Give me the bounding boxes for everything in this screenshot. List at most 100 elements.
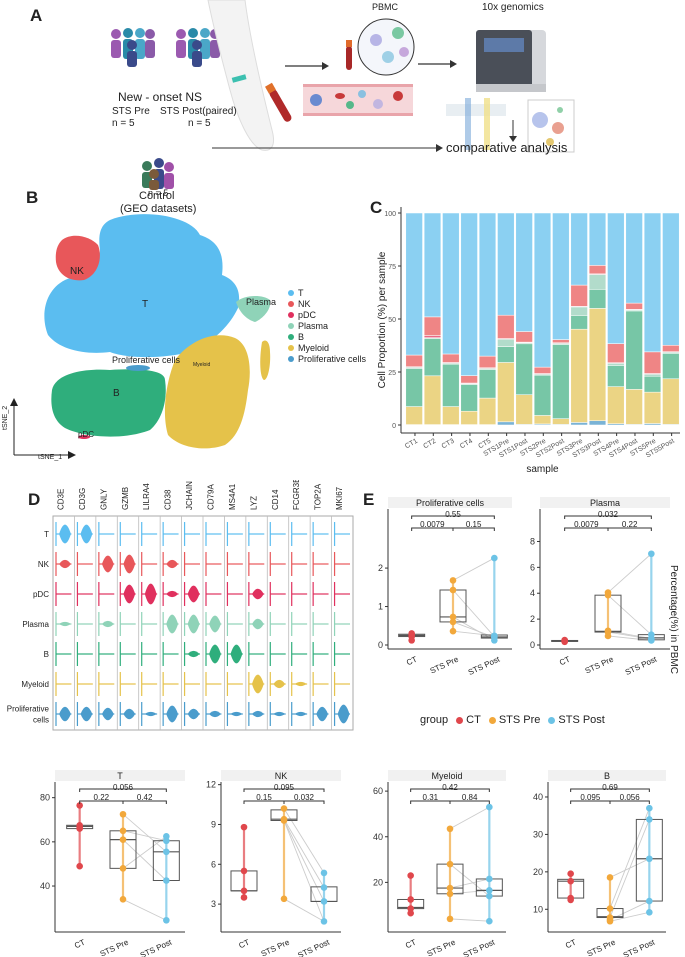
bar-segment-nk (460, 375, 478, 384)
paired-link (122, 813, 167, 853)
panel-label-d: D (28, 490, 41, 509)
data-point (449, 618, 457, 626)
violin-shape (101, 707, 114, 721)
gene-label: CD3G (78, 488, 87, 510)
legend-dot-icon (288, 311, 294, 318)
data-point (446, 825, 454, 833)
bar-segment-nk (533, 366, 552, 374)
x-tick-label: CT3 (441, 438, 456, 451)
legend-dot-icon (288, 322, 294, 329)
data-point (646, 816, 653, 823)
bar-segment-proliferative-cells (570, 422, 588, 426)
cluster-myeloid-extra (260, 340, 271, 380)
data-point (486, 892, 493, 900)
violin-shape (251, 588, 264, 600)
y-tick-label: 2 (378, 563, 383, 573)
bar-segment-myeloid (607, 386, 625, 424)
violin-shape (209, 710, 221, 718)
facet-strip (221, 770, 341, 781)
cluster-b (51, 369, 166, 437)
paired-link (283, 820, 325, 902)
boxplot-proliferative: Proliferative cells 0 1 2 CT STS Pre STS Post 0… (378, 497, 512, 675)
boxplot-b: B 10 20 30 40 CT STS Pre STS Post 0.690.095 0.056 (533, 770, 666, 957)
bar-segment-b (588, 289, 607, 309)
violin-shape (59, 559, 71, 569)
cluster-proliferative (126, 365, 150, 371)
violin-shape (230, 644, 243, 664)
mini-tsne-icon (527, 99, 575, 153)
bar-segment-myeloid (460, 410, 478, 425)
data-point (407, 896, 414, 903)
legend-dot-icon (548, 716, 556, 724)
bar-segment-nk (625, 302, 643, 310)
data-point (163, 877, 170, 884)
x-tick-label: STS Pre (584, 654, 616, 675)
sig-bracket (607, 527, 652, 531)
violin-shape (209, 615, 221, 633)
panel-label-c: C (370, 198, 383, 217)
bar-segment-t (607, 212, 625, 344)
y-tick-label: 0 (378, 640, 383, 650)
x-tick-label: STS Pre (426, 937, 458, 957)
y-tick-label: 4 (530, 588, 535, 598)
bar-segment-nk (515, 331, 533, 343)
data-point (240, 867, 248, 875)
violin-shape (166, 614, 179, 634)
y-tick-label: 40 (40, 881, 50, 891)
celltype-label: NK (38, 560, 50, 569)
bar-segment-b (625, 310, 643, 390)
paired-link (449, 878, 490, 889)
x-axis-title: sample (526, 464, 559, 475)
sts-pre-label: STS Pre (112, 106, 150, 117)
control-label: Control (139, 190, 175, 202)
facet-strip (388, 497, 512, 508)
bar-segment-b (515, 343, 533, 395)
facet-title: B (604, 771, 610, 781)
paired-link (452, 589, 495, 637)
sequencer-icon (476, 30, 546, 92)
data-point (446, 890, 454, 898)
gene-label: JCHAIN (185, 481, 194, 510)
data-point (163, 837, 170, 845)
cluster-myeloid (164, 335, 250, 449)
data-point (486, 803, 493, 811)
tsne-clusters (44, 214, 271, 449)
x-tick-label: CT4 (459, 438, 474, 451)
facet-title: NK (275, 771, 288, 781)
data-point (606, 874, 614, 881)
p-value-label: 0.032 (598, 510, 619, 519)
data-point (604, 632, 612, 640)
gene-label: CD3E (57, 489, 66, 510)
data-point (320, 884, 328, 891)
geo-label: (GEO datasets) (120, 203, 197, 215)
data-point (280, 895, 288, 903)
tsne-label-myeloid: Myeloid (193, 362, 211, 368)
people-group-pre-icon (111, 28, 155, 67)
data-point (76, 802, 83, 809)
stacked-violin-plot: CD3E CD3G GNLY GZMB LILRA4 CD38 JCHAIN CD79A MS4… (7, 480, 354, 731)
gene-label: CD14 (271, 489, 280, 510)
bar-segment-b (533, 374, 552, 416)
violin-shape (123, 554, 136, 574)
bar-segment-b (423, 338, 442, 377)
data-point (486, 875, 493, 883)
p-value-label: 0.056 (113, 783, 134, 792)
new-onset-label: New - onset NS (118, 90, 203, 104)
bar-segment-b (552, 344, 570, 419)
p-value-label: 0.42 (137, 793, 153, 802)
gene-label: CD79A (207, 484, 216, 510)
y-tick-label: 40 (533, 792, 543, 802)
tsne-ylabel: tSNE_2 (2, 405, 9, 430)
bar-segment-t (588, 212, 607, 266)
gene-label: LILRA4 (142, 483, 151, 510)
bar-segment-t (552, 212, 570, 340)
arm-icon (207, 0, 275, 151)
bar-segment-b (662, 353, 680, 380)
y-tick-label: 80 (40, 793, 50, 803)
cluster-nk (55, 235, 100, 281)
tsne-xlabel: tSNE_1 (38, 454, 63, 461)
y-tick-label: 60 (373, 786, 383, 796)
tsne-label-t: T (142, 299, 149, 310)
data-point (408, 630, 415, 637)
bar-segment-nk (552, 339, 570, 343)
